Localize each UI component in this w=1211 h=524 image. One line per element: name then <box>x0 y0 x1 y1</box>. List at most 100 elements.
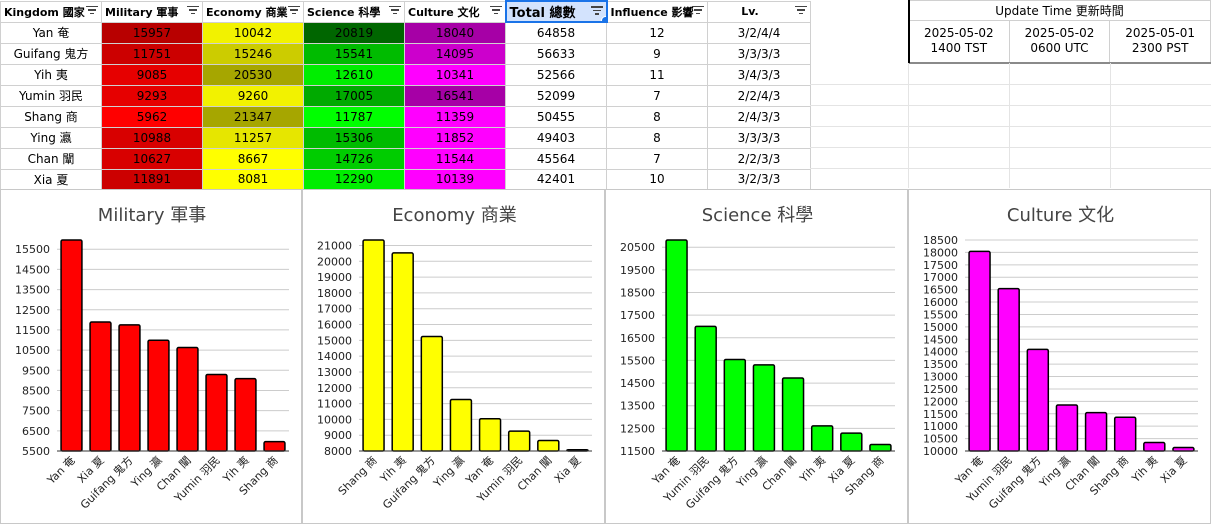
bar[interactable] <box>810 425 834 452</box>
influence-cell[interactable]: 9 <box>606 42 708 65</box>
filter-icon[interactable] <box>86 5 98 17</box>
bar[interactable] <box>997 287 1020 452</box>
culture-cell[interactable]: 14095 <box>404 42 506 65</box>
kingdom-cell[interactable]: Shang 商 <box>0 105 102 128</box>
culture-cell[interactable]: 16541 <box>404 84 506 107</box>
kingdom-cell[interactable]: Chan 闡 <box>0 147 102 170</box>
level-cell[interactable]: 2/2/4/3 <box>707 84 811 107</box>
military-chart[interactable]: Military 軍事 5500 6500 7500 8500 9500 10500 1150… <box>0 189 302 524</box>
total-cell[interactable]: 45564 <box>505 147 607 170</box>
bar[interactable] <box>478 417 502 452</box>
bar[interactable] <box>723 358 747 452</box>
filter-icon[interactable] <box>187 5 199 17</box>
bar[interactable] <box>362 239 385 452</box>
bar[interactable] <box>263 440 286 452</box>
military-cell[interactable]: 15957 <box>101 21 203 44</box>
bar[interactable] <box>1084 411 1108 452</box>
bar[interactable] <box>537 439 560 452</box>
military-cell[interactable]: 11891 <box>101 168 203 191</box>
bar[interactable] <box>665 239 688 452</box>
science-cell[interactable]: 11787 <box>303 105 405 128</box>
filter-icon[interactable] <box>795 5 807 17</box>
total-cell[interactable]: 50455 <box>505 105 607 128</box>
influence-cell[interactable]: 10 <box>606 168 708 191</box>
bar[interactable] <box>752 364 776 452</box>
culture-cell[interactable]: 10341 <box>404 63 506 86</box>
military-cell[interactable]: 5962 <box>101 105 203 128</box>
column-header-kingdom[interactable]: Kingdom 國家 <box>0 0 102 23</box>
military-cell[interactable]: 9085 <box>101 63 203 86</box>
military-cell[interactable]: 11751 <box>101 42 203 65</box>
military-cell[interactable]: 10988 <box>101 126 203 149</box>
total-cell[interactable]: 56633 <box>505 42 607 65</box>
total-cell[interactable]: 49403 <box>505 126 607 149</box>
science-cell[interactable]: 12290 <box>303 168 405 191</box>
update-time-pst[interactable]: 2025-05-01 2300 PST <box>1109 20 1211 64</box>
culture-cell[interactable]: 11852 <box>404 126 506 149</box>
level-cell[interactable]: 3/2/3/3 <box>707 168 811 191</box>
economy-chart[interactable]: Economy 商業 8000 9000 10000 11000 12000 13000 14… <box>302 189 605 524</box>
science-cell[interactable]: 14726 <box>303 147 405 170</box>
update-time-tst[interactable]: 2025-05-02 1400 TST <box>908 20 1010 64</box>
military-cell[interactable]: 10627 <box>101 147 203 170</box>
level-cell[interactable]: 3/4/3/3 <box>707 63 811 86</box>
bar[interactable] <box>176 346 199 452</box>
economy-cell[interactable]: 11257 <box>202 126 304 149</box>
column-header-influence[interactable]: Influence 影響 <box>606 0 708 23</box>
level-cell[interactable]: 3/3/3/3 <box>707 42 811 65</box>
economy-cell[interactable]: 9260 <box>202 84 304 107</box>
bar[interactable] <box>968 250 991 452</box>
total-cell[interactable]: 52099 <box>505 84 607 107</box>
bar[interactable] <box>147 339 170 452</box>
bar[interactable] <box>781 377 805 452</box>
bar[interactable] <box>507 430 531 452</box>
influence-cell[interactable]: 11 <box>606 63 708 86</box>
bar[interactable] <box>1143 441 1166 452</box>
science-chart[interactable]: Science 科學 11500 12500 13500 14500 15500 16500… <box>605 189 908 524</box>
culture-cell[interactable]: 11359 <box>404 105 506 128</box>
economy-cell[interactable]: 21347 <box>202 105 304 128</box>
influence-cell[interactable]: 12 <box>606 21 708 44</box>
kingdom-cell[interactable]: Guifang 鬼方 <box>0 42 102 65</box>
science-cell[interactable]: 20819 <box>303 21 405 44</box>
culture-cell[interactable]: 11544 <box>404 147 506 170</box>
culture-chart[interactable]: Culture 文化 10000 10500 11000 11500 12000 12500… <box>908 189 1211 524</box>
economy-cell[interactable]: 20530 <box>202 63 304 86</box>
filter-icon[interactable] <box>489 5 502 17</box>
science-cell[interactable]: 12610 <box>303 63 405 86</box>
science-cell[interactable]: 17005 <box>303 84 405 107</box>
total-cell[interactable]: 64858 <box>505 21 607 44</box>
kingdom-cell[interactable]: Yan 奄 <box>0 21 102 44</box>
economy-cell[interactable]: 15246 <box>202 42 304 65</box>
kingdom-cell[interactable]: Ying 瀛 <box>0 126 102 149</box>
culture-cell[interactable]: 10139 <box>404 168 506 191</box>
update-time-title[interactable]: Update Time 更新時間 <box>908 0 1211 21</box>
column-header-total[interactable]: Total 總數 <box>504 0 608 23</box>
bar[interactable] <box>205 373 228 452</box>
column-header-military[interactable]: Military 軍事 <box>101 0 203 23</box>
economy-cell[interactable]: 8667 <box>202 147 304 170</box>
military-cell[interactable]: 9293 <box>101 84 203 107</box>
bar[interactable] <box>391 252 414 452</box>
column-header-economy[interactable]: Economy 商業 <box>202 0 304 23</box>
economy-cell[interactable]: 10042 <box>202 21 304 44</box>
filter-icon[interactable] <box>288 5 300 17</box>
column-header-culture[interactable]: Culture 文化 <box>404 0 506 23</box>
column-header-level[interactable]: Lv. <box>707 0 811 23</box>
influence-cell[interactable]: 7 <box>606 84 708 107</box>
influence-cell[interactable]: 7 <box>606 147 708 170</box>
update-time-utc[interactable]: 2025-05-02 0600 UTC <box>1008 20 1111 64</box>
bar[interactable] <box>869 443 892 452</box>
bar[interactable] <box>1172 446 1195 452</box>
influence-cell[interactable]: 8 <box>606 126 708 149</box>
bar[interactable] <box>234 377 257 452</box>
bar[interactable] <box>1026 348 1050 452</box>
bar[interactable] <box>449 398 473 452</box>
kingdom-cell[interactable]: Yih 夷 <box>0 63 102 86</box>
filter-icon[interactable] <box>389 5 401 17</box>
total-cell[interactable]: 52566 <box>505 63 607 86</box>
bar[interactable] <box>118 324 141 452</box>
level-cell[interactable]: 2/2/3/3 <box>707 147 811 170</box>
economy-cell[interactable]: 8081 <box>202 168 304 191</box>
science-cell[interactable]: 15541 <box>303 42 405 65</box>
